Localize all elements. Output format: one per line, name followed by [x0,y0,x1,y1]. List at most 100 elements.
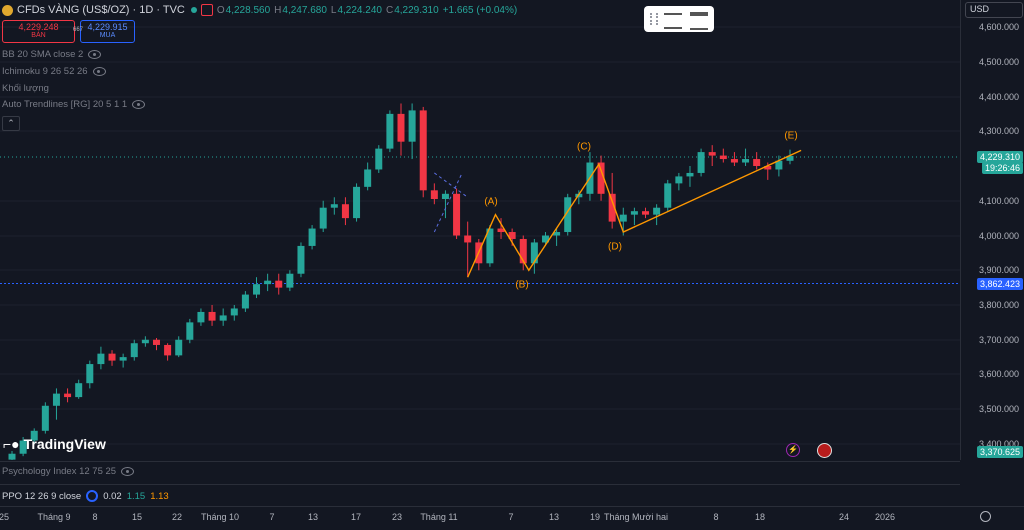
candle-body [742,159,750,163]
indicator-trendlines[interactable]: Auto Trendlines [RG] 20 5 1 1 [2,99,146,110]
price-tick-label: 4,000.000 [978,231,1019,241]
sell-label: BÁN [31,32,46,39]
candle-body [186,322,194,340]
timezone-settings-icon[interactable] [980,511,991,522]
sell-button[interactable]: 4,229.248 BÁN [2,20,75,43]
time-tick-label: 25 [0,512,10,522]
candle-body [119,357,127,361]
candle-body [508,232,516,239]
buy-button[interactable]: 4,229.915 MUA [80,20,135,43]
candle-body [408,110,416,142]
ohlc-close: 4,229.310 [394,4,439,16]
time-tick-label: 23 [391,512,403,522]
price-axis[interactable]: USD 4,600.000 4,500.000 4,400.000 4,300.000… [960,0,1024,460]
ohlc-close-label: C [385,4,394,16]
ohlc-change: +1.665 (+0.04%) [442,4,518,16]
drawing-toolbar[interactable] [644,6,714,32]
candle-body [730,159,738,163]
low-price: 3,370.625 [979,447,1020,457]
time-tick-label: 13 [548,512,560,522]
eye-icon[interactable] [88,50,102,59]
eye-icon[interactable] [92,67,106,76]
settings-icon[interactable] [86,490,99,502]
candle-body [497,228,505,233]
drag-handle-icon[interactable] [650,13,658,25]
candle-body [430,190,438,200]
tradingview-logo[interactable]: ⌐● TradingView [3,436,106,452]
last-price: 4,229.310 [979,152,1020,162]
price-tick-label: 3,700.000 [978,335,1019,345]
candle-body [330,204,338,208]
buy-label: MUA [99,32,116,39]
psychology-pane[interactable]: Psychology Index 12 75 25 [0,461,960,485]
candlestick-chart[interactable] [0,0,960,460]
symbol-title[interactable]: CFDs VÀNG (US$/OZ) · 1D · TVC [17,4,185,16]
time-tick-label: 8 [713,512,719,522]
eye-icon[interactable] [121,467,135,476]
auto-trendline [433,172,463,233]
lightning-icon[interactable]: ⚡ [786,443,800,457]
candle-body [375,148,383,170]
time-tick-label: Tháng 10 [200,512,240,522]
psychology-label: Psychology Index 12 75 25 [2,466,117,477]
candle-body [308,228,316,246]
candle-body [52,393,60,406]
time-tick-label: 17 [350,512,362,522]
ohlc-low: 4,224.240 [337,4,382,16]
candle-body [152,339,160,345]
eye-icon[interactable] [132,100,146,109]
candle-body [541,235,549,243]
time-tick-label: 19 [589,512,601,522]
candle-body [253,284,261,295]
symbol-header: CFDs VÀNG (US$/OZ) · 1D · TVC O 4,228.56… [2,2,517,18]
tv-logo-icon: ⌐● [3,436,20,452]
ppo-value-2: 1.15 [126,490,146,502]
auto-trendline [434,172,468,198]
collapse-legend-button[interactable]: ⌃ [2,116,20,131]
settings-lines-icon[interactable] [690,12,708,30]
candle-body [297,245,305,274]
indicator-volume[interactable]: Khối lượng [2,83,49,94]
candle-body [786,155,794,161]
price-tick-label: 3,900.000 [978,265,1019,275]
flag-icon[interactable] [817,443,832,458]
time-axis[interactable]: 25 Tháng 9 8 15 22 Tháng 10 7 13 17 23 Tháng 11 7 13… [0,506,1024,527]
indicator-ppo[interactable]: PPO 12 26 9 close 0.02 1.15 1.13 [2,490,169,502]
hline-price-tag: 3,862.423 [976,278,1023,290]
price-tick-label: 4,300.000 [978,126,1019,136]
candle-body [197,311,205,323]
symbol-icon [2,4,13,16]
time-tick-label: 13 [307,512,319,522]
candle-body [219,315,227,321]
candle-body [164,344,172,356]
candle-body [364,169,372,187]
trendline-settings-icon[interactable] [664,13,682,29]
ppo-pane[interactable]: PPO 12 26 9 close 0.02 1.15 1.13 [0,484,960,507]
main-chart-pane[interactable] [0,0,960,460]
currency-selector[interactable]: USD [965,2,1023,18]
indicator-ichimoku[interactable]: Ichimoku 9 26 52 26 [2,66,106,77]
candle-body [241,294,249,309]
candle-body [642,211,650,215]
hline-price: 3,862.423 [979,279,1020,289]
candle-body [697,152,705,173]
candle-body [64,393,72,398]
candle-body [564,197,572,233]
alert-icon[interactable] [200,4,213,16]
candle-body [86,364,94,384]
candle-body [653,207,661,215]
candle-body [397,113,405,142]
time-tick-label: 7 [269,512,275,522]
wave-label-c: (C) [577,141,591,153]
candle-body [441,193,449,200]
spread-label: 667 [73,27,84,33]
indicator-psychology[interactable]: Psychology Index 12 75 25 [2,466,135,477]
logo-text: TradingView [23,436,106,452]
ohlc-open-label: O [216,4,225,16]
wave-label-e: (E) [784,130,798,142]
last-price-tag: 4,229.310 [976,151,1023,163]
indicator-bb[interactable]: BB 20 SMA close 2 [2,49,102,60]
time-tick-label: 7 [508,512,514,522]
indicator-trendlines-label: Auto Trendlines [RG] 20 5 1 1 [2,99,128,110]
candle-body [286,273,294,288]
